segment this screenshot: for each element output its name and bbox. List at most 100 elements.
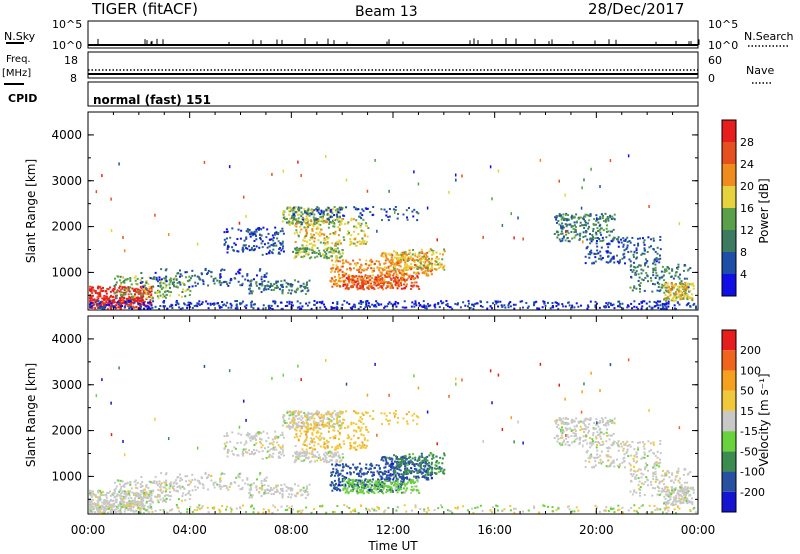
echo-cell — [333, 427, 335, 429]
colorbar-tick-label: 24 — [740, 158, 754, 171]
echo-cell — [688, 297, 690, 299]
echo-cell — [97, 292, 99, 294]
echo-cell — [226, 432, 228, 434]
echo-cell — [339, 216, 341, 218]
echo-cell — [291, 289, 293, 291]
echo-cell — [330, 216, 332, 218]
echo-cell — [666, 297, 668, 299]
echo-cell — [281, 432, 283, 434]
echo-cell — [470, 307, 472, 309]
echo-cell — [352, 260, 354, 262]
echo-cell — [328, 214, 330, 216]
colorbar-segment — [722, 120, 736, 142]
echo-cell — [126, 493, 128, 495]
echo-cell — [589, 251, 591, 253]
echo-cell — [468, 303, 470, 305]
echo-cell — [471, 304, 473, 306]
echo-cell — [522, 307, 524, 309]
echo-cell — [146, 492, 148, 494]
echo-cell — [267, 281, 269, 283]
echo-cell — [501, 306, 503, 308]
echo-cell — [618, 262, 620, 264]
echo-cell — [117, 480, 119, 482]
echo-cell — [585, 231, 587, 233]
echo-cell — [320, 446, 322, 448]
echo-cell — [571, 305, 573, 307]
echo-cell — [457, 302, 459, 304]
echo-cell — [306, 241, 308, 243]
echo-cell — [576, 221, 578, 223]
echo-cell — [108, 304, 110, 306]
echo-cell — [411, 301, 413, 303]
echo-cell — [91, 292, 93, 294]
echo-cell — [365, 304, 367, 306]
echo-cell — [150, 304, 152, 306]
echo-cell — [381, 219, 383, 221]
echo-cell — [331, 425, 333, 427]
echo-cell — [674, 304, 676, 306]
echo-cell — [440, 300, 442, 302]
echo-cell — [134, 277, 136, 279]
echo-cell — [576, 302, 578, 304]
echo-cell — [205, 268, 207, 270]
echo-cell — [659, 236, 661, 238]
echo-cell — [406, 283, 408, 285]
echo-cell — [347, 221, 349, 223]
echo-cell — [294, 290, 296, 292]
echo-cell — [89, 490, 91, 492]
echo-cell — [422, 268, 424, 270]
echo-cell — [329, 233, 331, 235]
echo-cell — [618, 246, 620, 248]
echo-cell — [176, 483, 178, 485]
echo-cell — [306, 491, 308, 493]
echo-cell — [254, 303, 256, 305]
echo-cell — [151, 508, 153, 510]
echo-cell — [187, 493, 189, 495]
echo-cell — [244, 240, 246, 242]
echo-cell — [571, 238, 573, 240]
echo-cell — [438, 267, 440, 269]
echo-cell — [641, 278, 643, 280]
echo-cell — [687, 270, 689, 272]
echo-cell — [415, 302, 417, 304]
echo-cell — [293, 207, 295, 209]
echo-cell — [306, 287, 308, 289]
echo-cell — [679, 296, 681, 298]
echo-cell — [100, 288, 102, 290]
echo-cell — [462, 301, 464, 303]
echo-cell — [256, 274, 258, 276]
echo-cell — [250, 302, 252, 304]
freq-label: Freq. — [6, 54, 31, 65]
echo-cell — [556, 215, 558, 217]
echo-cell — [400, 257, 402, 259]
echo-cell — [641, 308, 643, 310]
echo-cell — [582, 236, 584, 238]
echo-cell — [660, 248, 662, 250]
echo-cell — [219, 273, 221, 275]
echo-cell — [116, 297, 118, 299]
echo-cell — [339, 461, 341, 463]
echo-cell — [203, 283, 205, 285]
echo-cell — [380, 208, 382, 210]
echo-cell — [137, 278, 139, 280]
echo-cell — [640, 265, 642, 267]
echo-cell — [336, 218, 338, 220]
echo-cell — [155, 306, 157, 308]
echo-cell — [185, 276, 187, 278]
y-tick-label: 1000 — [51, 265, 82, 279]
echo-cell — [336, 307, 338, 309]
echo-cell — [345, 206, 347, 208]
echo-cell — [336, 214, 338, 216]
echo-cell — [606, 228, 608, 230]
echo-cell — [121, 276, 123, 278]
echo-cell — [105, 290, 107, 292]
echo-cell — [622, 246, 624, 248]
echo-cell — [97, 287, 99, 289]
echo-cell — [141, 481, 143, 483]
echo-cell — [311, 440, 313, 442]
echo-cell — [342, 422, 344, 424]
echo-cell — [140, 279, 142, 281]
echo-cell — [278, 248, 280, 250]
echo-cell — [126, 502, 128, 504]
velocity-panel: 1000200030004000 Slant Range [km] 200100… — [24, 316, 771, 514]
